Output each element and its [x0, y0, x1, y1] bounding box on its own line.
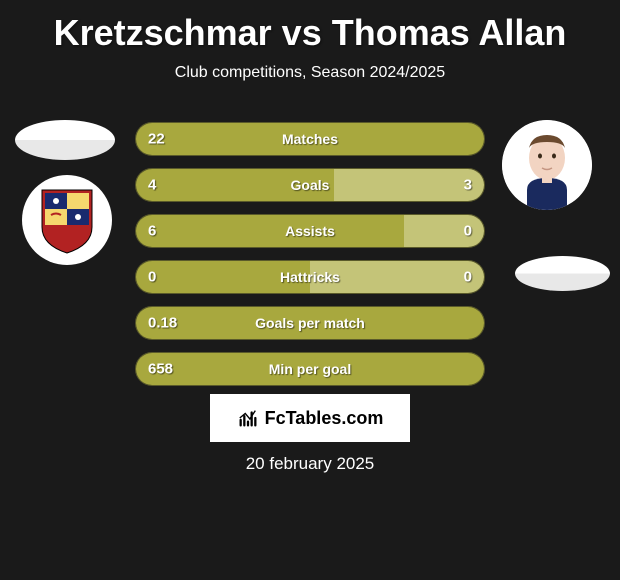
date-label: 20 february 2025 [246, 454, 375, 474]
club-crest-icon [37, 185, 97, 255]
stat-value-left: 6 [148, 223, 156, 240]
stats-area: 22 Matches 4 Goals 3 6 Assists 0 0 Hattr… [135, 122, 485, 398]
stat-row-min-per-goal: 658 Min per goal [135, 352, 485, 386]
stat-label: Goals per match [255, 315, 365, 331]
stat-row-assists: 6 Assists 0 [135, 214, 485, 248]
logo-text: FcTables.com [265, 408, 384, 429]
stat-row-hattricks: 0 Hattricks 0 [135, 260, 485, 294]
stat-row-goals: 4 Goals 3 [135, 168, 485, 202]
player-right-placeholder [515, 256, 610, 291]
stat-label: Assists [285, 223, 335, 239]
fctables-logo: FcTables.com [210, 394, 410, 442]
stat-label: Hattricks [280, 269, 340, 285]
player-left-placeholder [15, 120, 115, 160]
stat-value-right: 0 [464, 223, 472, 240]
stat-label: Min per goal [269, 361, 351, 377]
fctables-logo-icon [237, 407, 259, 429]
stat-value-left: 0.18 [148, 315, 177, 332]
page-title: Kretzschmar vs Thomas Allan [0, 0, 620, 54]
subtitle: Club competitions, Season 2024/2025 [0, 64, 620, 82]
stat-row-matches: 22 Matches [135, 122, 485, 156]
player-left-club-badge [22, 175, 112, 265]
avatar-icon [502, 120, 592, 210]
stat-bar-right [334, 169, 484, 201]
stat-label: Goals [291, 177, 330, 193]
stat-value-left: 0 [148, 269, 156, 286]
comparison-card: Kretzschmar vs Thomas Allan Club competi… [0, 0, 620, 580]
player-right-avatar [502, 120, 592, 210]
stat-bar-left [136, 215, 404, 247]
stat-value-right: 0 [464, 269, 472, 286]
stat-value-left: 658 [148, 361, 173, 378]
stat-value-left: 22 [148, 131, 165, 148]
stat-value-right: 3 [464, 177, 472, 194]
stat-row-goals-per-match: 0.18 Goals per match [135, 306, 485, 340]
stat-value-left: 4 [148, 177, 156, 194]
stat-label: Matches [282, 131, 338, 147]
